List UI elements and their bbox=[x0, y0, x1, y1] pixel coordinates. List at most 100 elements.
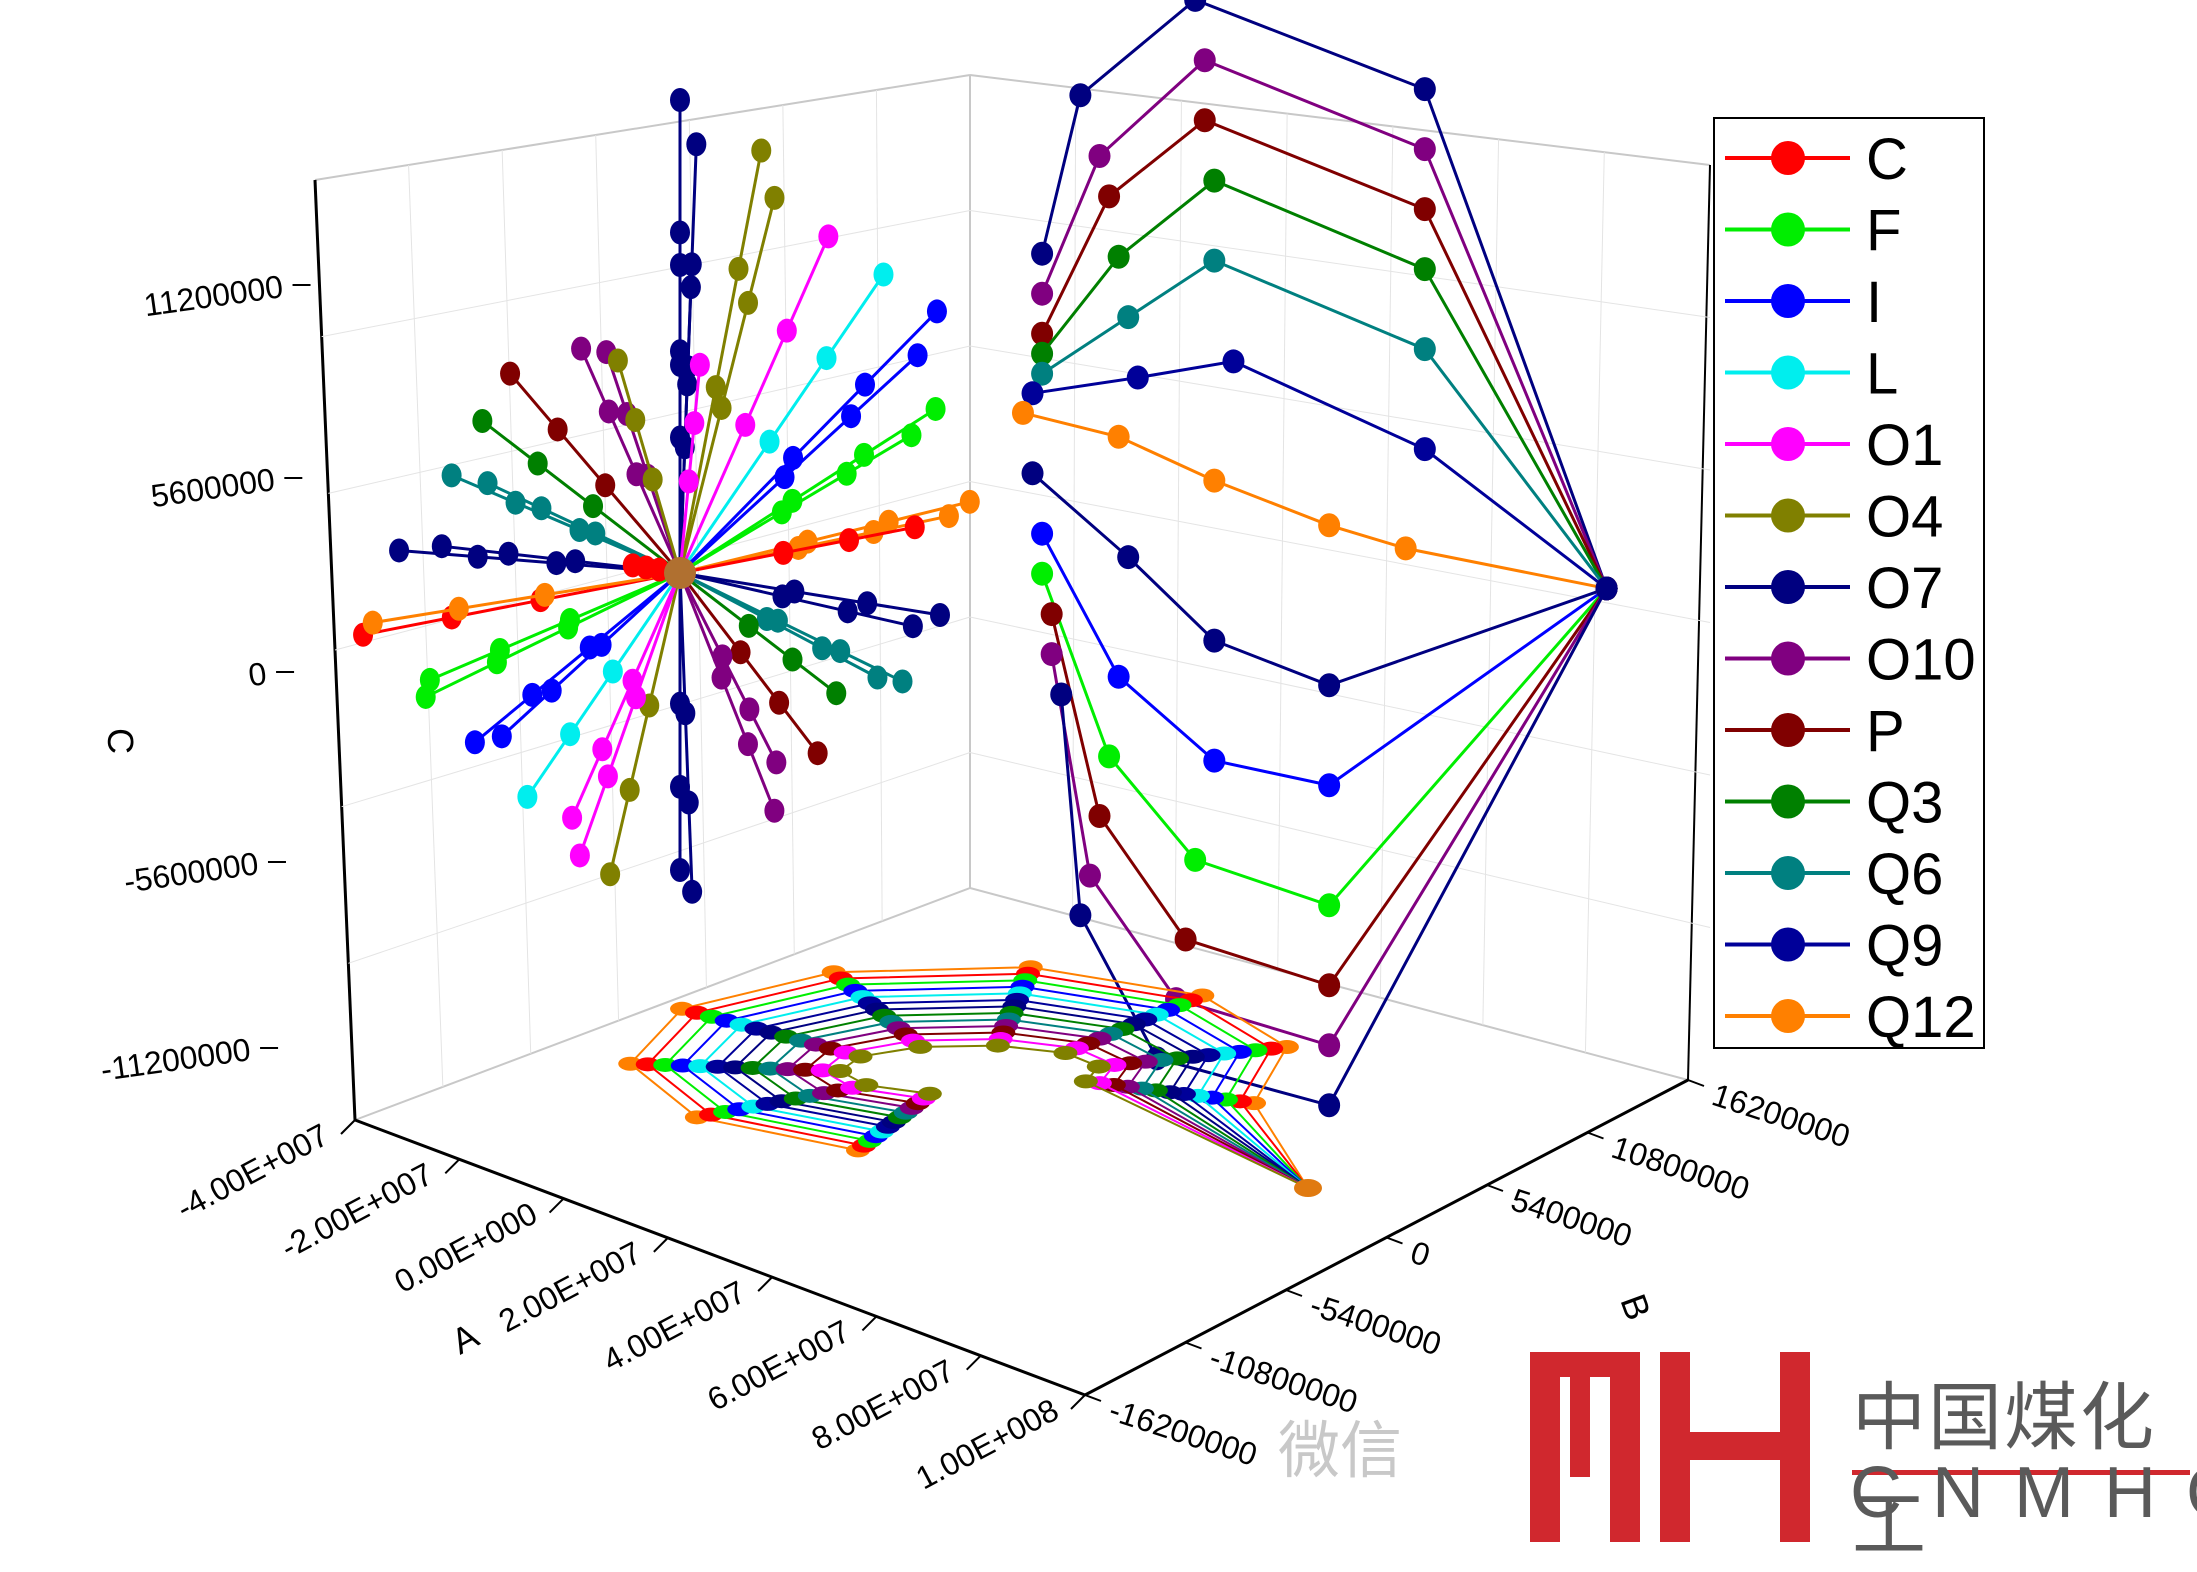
ray-line bbox=[679, 433, 913, 575]
ray-marker bbox=[907, 343, 928, 368]
box-edge bbox=[969, 74, 1711, 166]
floor-marker bbox=[635, 1057, 660, 1072]
profile-marker bbox=[1031, 521, 1054, 546]
ray-line bbox=[678, 354, 919, 575]
legend-label: F bbox=[1866, 199, 1901, 264]
legend-marker bbox=[1771, 212, 1805, 247]
b-tick-mark bbox=[1185, 1341, 1202, 1350]
profile-marker bbox=[1126, 365, 1149, 390]
ray-marker bbox=[776, 318, 797, 343]
ray-marker bbox=[517, 784, 538, 809]
a-axis-label: A bbox=[445, 1315, 485, 1362]
profile-marker bbox=[1203, 468, 1226, 493]
legend-marker bbox=[1771, 641, 1805, 676]
a-tick-mark bbox=[1070, 1394, 1086, 1410]
profile-marker bbox=[1174, 927, 1197, 952]
ray-line bbox=[526, 572, 682, 798]
floor-line bbox=[681, 985, 1309, 1189]
floor-marker bbox=[723, 1060, 748, 1075]
profile-marker bbox=[1031, 321, 1054, 346]
ray-marker bbox=[711, 665, 732, 690]
box-edge bbox=[314, 74, 971, 181]
ray-line bbox=[678, 572, 778, 764]
profile-marker bbox=[1222, 349, 1245, 374]
ray-marker bbox=[711, 395, 732, 420]
ray-marker bbox=[739, 697, 760, 722]
ray-marker bbox=[730, 640, 751, 665]
a-tick-label: -2.00E+007 bbox=[275, 1156, 439, 1266]
ray-marker bbox=[625, 407, 646, 432]
ray-marker bbox=[585, 521, 606, 546]
legend-marker bbox=[1771, 856, 1805, 890]
ray-line bbox=[678, 150, 763, 574]
ray-line bbox=[678, 273, 885, 574]
profile-marker bbox=[1318, 513, 1341, 538]
box-edge bbox=[354, 887, 971, 1121]
legend-marker bbox=[1771, 784, 1805, 819]
floor-marker bbox=[985, 1038, 1010, 1053]
ray-marker bbox=[595, 473, 616, 498]
a-axis-line bbox=[354, 1118, 1086, 1397]
grid-line bbox=[969, 616, 1711, 776]
ray-marker bbox=[772, 584, 793, 609]
ray-marker bbox=[579, 635, 600, 660]
ray-marker bbox=[712, 644, 733, 669]
floor-marker bbox=[670, 1058, 695, 1073]
ray-marker bbox=[818, 224, 839, 249]
ray-marker bbox=[774, 465, 795, 490]
ray-marker bbox=[592, 737, 613, 762]
profile-marker bbox=[1031, 241, 1054, 266]
ray-marker bbox=[759, 429, 780, 454]
legend-label: O10 bbox=[1866, 628, 1976, 693]
ray-line bbox=[372, 571, 681, 625]
grid-line bbox=[348, 752, 971, 964]
ray-marker bbox=[472, 408, 493, 433]
ray-marker bbox=[735, 412, 756, 437]
legend-label: Q3 bbox=[1866, 771, 1943, 836]
profile-marker bbox=[1184, 0, 1207, 12]
floor-line bbox=[733, 1005, 1309, 1189]
profile-marker bbox=[1193, 48, 1216, 73]
a-tick-label: 0.00E+000 bbox=[388, 1195, 542, 1300]
ray-marker bbox=[362, 610, 383, 635]
ray-line bbox=[678, 572, 819, 755]
ray-marker bbox=[670, 691, 690, 716]
ray-marker bbox=[534, 582, 555, 607]
ray-marker bbox=[562, 805, 583, 830]
floor-marker bbox=[848, 1049, 873, 1064]
profile-marker bbox=[1069, 83, 1092, 108]
profile-marker bbox=[1088, 144, 1111, 169]
ray-marker bbox=[491, 724, 512, 749]
profile-marker bbox=[1031, 281, 1054, 306]
profile-marker bbox=[1069, 903, 1092, 928]
ray-line bbox=[429, 571, 681, 682]
ray-marker bbox=[622, 668, 643, 693]
ray-line bbox=[679, 500, 971, 575]
floor-line bbox=[820, 1038, 1309, 1189]
profile-line bbox=[1040, 0, 1609, 589]
legend-label: Q12 bbox=[1866, 985, 1976, 1050]
ray-line bbox=[578, 572, 682, 856]
ray-marker bbox=[929, 603, 950, 628]
a-tick-mark bbox=[340, 1119, 356, 1135]
legend-label: I bbox=[1866, 270, 1882, 335]
profile-marker bbox=[1011, 400, 1034, 425]
ray-marker bbox=[477, 471, 498, 496]
ray-marker bbox=[873, 262, 894, 287]
c-axis-label: C bbox=[100, 728, 141, 754]
ray-marker bbox=[619, 777, 640, 802]
ray-line bbox=[362, 571, 681, 637]
profile-marker bbox=[1318, 773, 1341, 798]
a-tick-mark bbox=[966, 1355, 982, 1371]
ray-marker bbox=[855, 372, 876, 397]
b-tick-label: -16200000 bbox=[1105, 1391, 1262, 1473]
floor-line bbox=[768, 1018, 1309, 1189]
legend-marker bbox=[1771, 713, 1805, 747]
profile-marker bbox=[1088, 804, 1111, 829]
b-tick-mark bbox=[1687, 1079, 1705, 1087]
a-tick-label: 8.00E+007 bbox=[806, 1352, 960, 1457]
legend-label: C bbox=[1866, 127, 1908, 192]
cnmhg-logo-icon bbox=[1530, 1352, 2190, 1542]
ray-marker bbox=[826, 681, 847, 706]
ray-marker bbox=[678, 469, 699, 494]
